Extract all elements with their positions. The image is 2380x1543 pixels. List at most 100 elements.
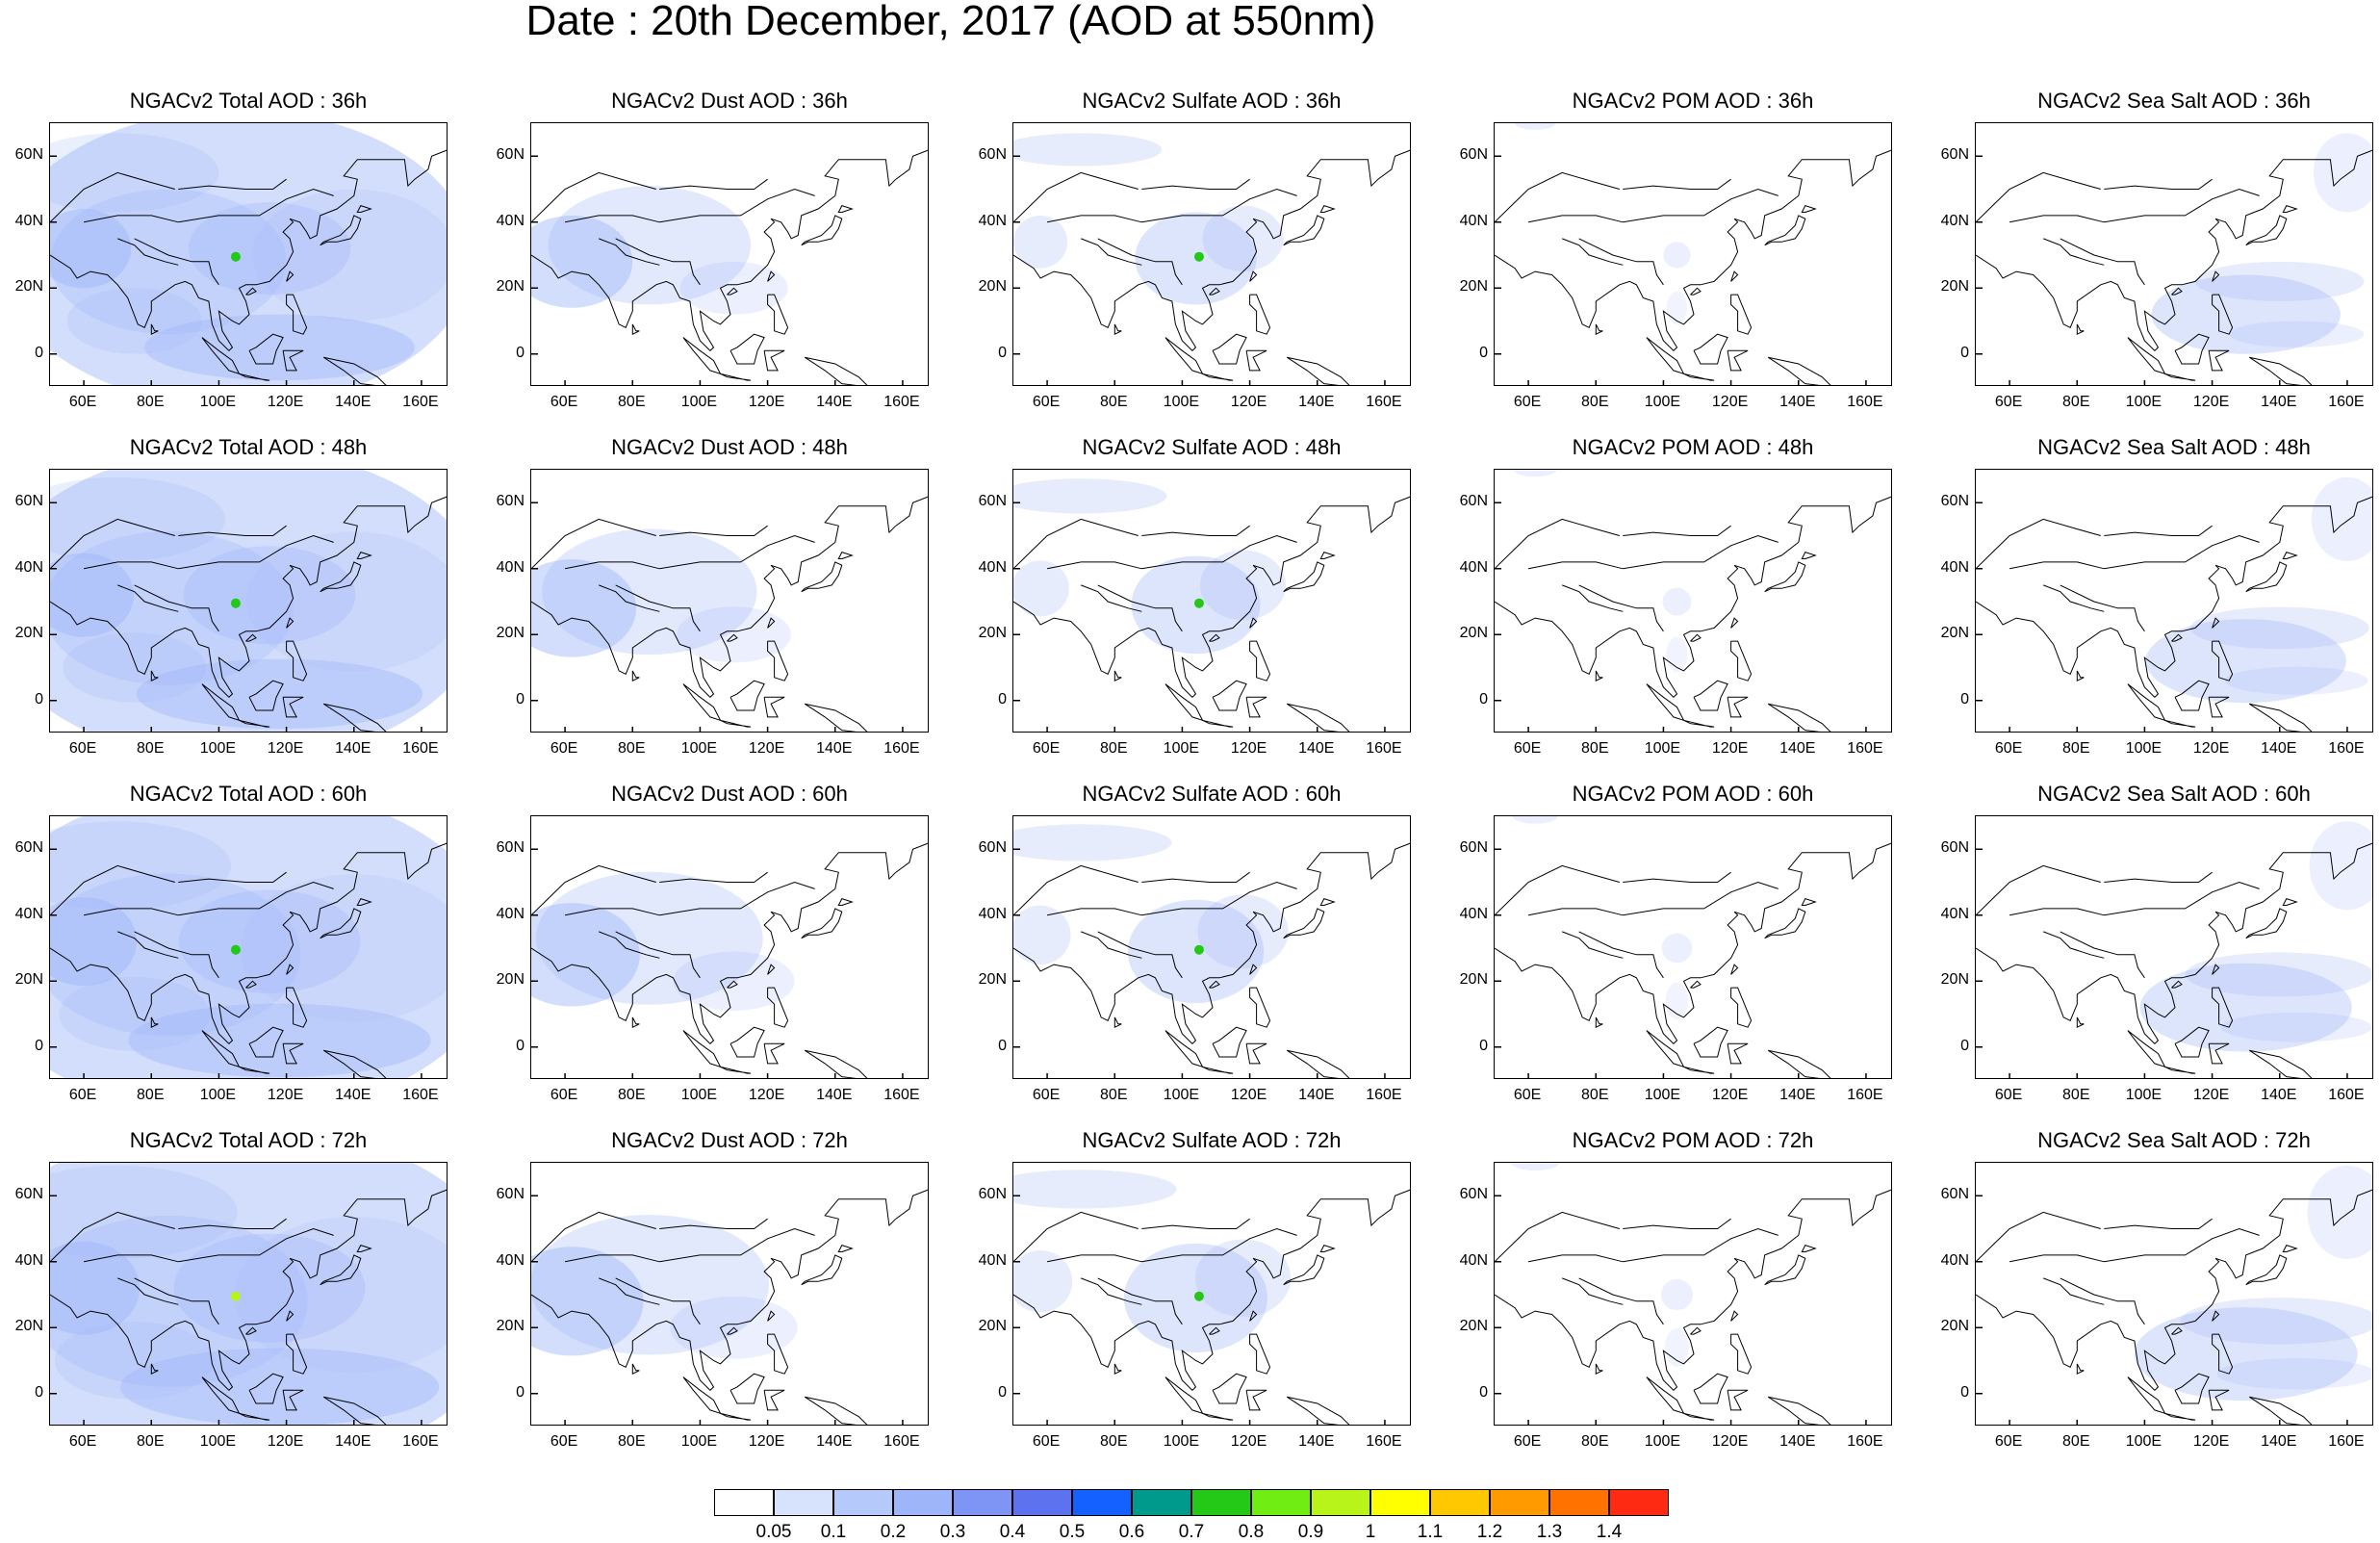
coastline xyxy=(2212,640,2234,681)
colorbar-swatch xyxy=(1609,1489,1669,1516)
coastline xyxy=(729,1373,765,1404)
coastline xyxy=(2248,356,2313,385)
aod-hotspot xyxy=(1193,944,1204,955)
x-tick-label: 60E xyxy=(1513,1087,1542,1103)
map-frame xyxy=(49,1162,448,1426)
y-tick-label: 0 xyxy=(998,1037,1007,1054)
colorbar-label: 0.1 xyxy=(820,1522,847,1542)
x-tick-label: 120E xyxy=(1711,394,1749,410)
y-tick-label: 40N xyxy=(1459,558,1488,576)
coastline xyxy=(631,1016,640,1028)
coastline xyxy=(1283,1254,1325,1286)
x-tick-label: 80E xyxy=(1581,740,1609,757)
panel-title: NGACv2 Total AOD : 36h xyxy=(129,89,368,113)
coastline xyxy=(2104,525,2213,536)
y-tick-label: 20N xyxy=(14,971,43,989)
aod-shading xyxy=(50,873,301,1037)
x-tick-label: 60E xyxy=(1513,740,1542,757)
aod-shading xyxy=(183,546,356,644)
coastline xyxy=(1113,670,1122,681)
y-tick-label: 20N xyxy=(1459,971,1488,989)
x-tick-label: 120E xyxy=(1230,740,1267,757)
colorbar-label: 1.1 xyxy=(1417,1522,1444,1542)
coastline xyxy=(727,1326,738,1335)
x-tick-label: 140E xyxy=(335,394,371,410)
x-tick-label: 160E xyxy=(1366,394,1402,410)
coastline xyxy=(239,1412,270,1421)
map-frame xyxy=(1012,469,1411,733)
coastline xyxy=(1976,149,2372,351)
coastline xyxy=(1727,349,1749,372)
x-tick-label: 80E xyxy=(618,1087,646,1103)
aod-shading xyxy=(178,889,361,993)
aod-hotspot xyxy=(230,251,241,262)
coastline xyxy=(1690,1326,1702,1335)
y-tick-label: 60N xyxy=(1940,839,1969,857)
coastline xyxy=(804,1049,868,1078)
coastline xyxy=(1764,1254,1806,1286)
map-frame xyxy=(1975,815,2373,1079)
colorbar-label: 1 xyxy=(1365,1522,1376,1542)
coastline xyxy=(1730,1333,1753,1375)
y-tick-label: 20N xyxy=(496,971,525,989)
coastline xyxy=(1495,149,1891,351)
map-frame xyxy=(49,469,448,733)
x-tick-label: 140E xyxy=(2261,394,2297,410)
x-tick-label: 100E xyxy=(1644,394,1681,410)
x-tick-label: 100E xyxy=(2125,394,2162,410)
coastline xyxy=(801,908,843,939)
y-tick-label: 0 xyxy=(1479,690,1488,707)
coastline xyxy=(2043,931,2105,959)
coastline xyxy=(1249,1333,1271,1375)
panel-title: NGACv2 Total AOD : 72h xyxy=(129,1128,368,1152)
map-frame xyxy=(1975,469,2373,733)
coastline xyxy=(1495,1189,1891,1391)
map-frame xyxy=(1494,469,1892,733)
aod-shading xyxy=(2139,963,2352,1052)
x-tick-label: 100E xyxy=(2125,1087,2162,1103)
coastline xyxy=(178,1218,287,1229)
x-tick-label: 120E xyxy=(2192,1087,2230,1103)
colorbar-swatch xyxy=(833,1489,893,1516)
coastline xyxy=(531,171,656,223)
x-tick-label: 120E xyxy=(1711,1087,1749,1103)
x-tick-label: 100E xyxy=(680,1433,718,1450)
x-tick-label: 60E xyxy=(550,394,578,410)
x-tick-label: 100E xyxy=(680,394,718,410)
coastline xyxy=(1097,1277,1183,1325)
panel-title: NGACv2 POM AOD : 60h xyxy=(1572,782,1814,806)
y-tick-label: 0 xyxy=(35,1037,43,1054)
map-frame xyxy=(1012,1162,1411,1426)
colorbar-label: 1.2 xyxy=(1476,1522,1503,1542)
x-tick-label: 120E xyxy=(1711,740,1749,757)
y-tick-label: 40N xyxy=(978,905,1007,922)
coastline xyxy=(2171,287,2183,296)
map-plot xyxy=(50,470,447,732)
coastline xyxy=(599,1277,660,1305)
map-plot xyxy=(1013,824,1410,1078)
y-tick-label: 20N xyxy=(1940,1318,1969,1335)
coastline xyxy=(1249,294,1271,335)
coastline xyxy=(1727,696,1749,718)
y-tick-label: 20N xyxy=(978,278,1007,296)
map-plot xyxy=(50,1163,447,1425)
aod-shading xyxy=(1013,1249,1073,1313)
colorbar-label: 0.6 xyxy=(1118,1522,1145,1542)
x-tick-label: 60E xyxy=(1032,1087,1061,1103)
coastline xyxy=(531,518,656,570)
coastline xyxy=(1693,1373,1728,1404)
y-tick-label: 60N xyxy=(1940,146,1969,164)
map-plot xyxy=(1013,478,1410,732)
coastline xyxy=(1141,525,1250,536)
x-tick-label: 120E xyxy=(267,394,304,410)
x-tick-label: 100E xyxy=(1163,1433,1200,1450)
x-tick-label: 160E xyxy=(2328,1087,2365,1103)
aod-shading xyxy=(2185,952,2372,997)
x-tick-label: 80E xyxy=(1581,1433,1609,1450)
coastline xyxy=(1319,551,1336,559)
aod-shading xyxy=(54,1322,215,1400)
x-tick-label: 60E xyxy=(550,740,578,757)
coastline xyxy=(1097,931,1183,979)
coastline xyxy=(599,931,660,959)
y-tick-label: 0 xyxy=(1479,1383,1488,1401)
